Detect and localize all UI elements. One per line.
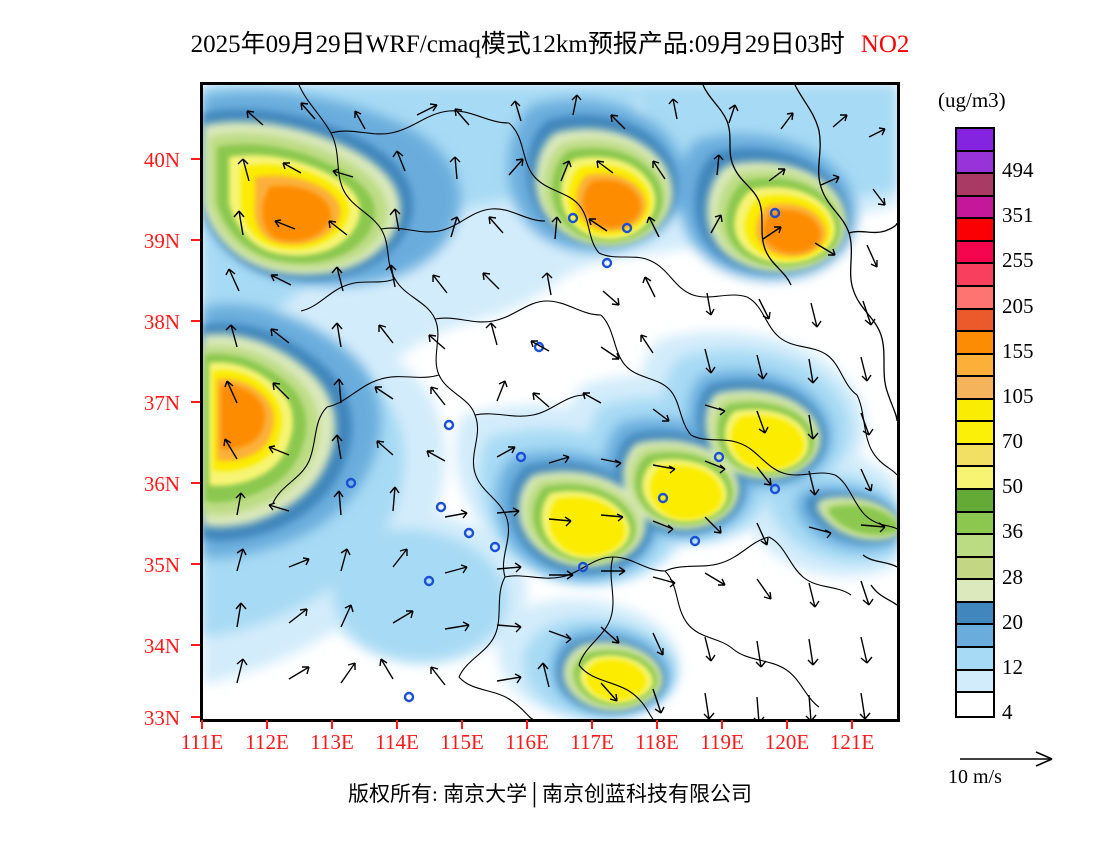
lon-tick [266, 720, 268, 729]
lon-tick [656, 720, 658, 729]
lon-label-121e: 121E [829, 730, 875, 754]
colorbar-tick-label: 155 [1002, 338, 1034, 363]
lon-tick [396, 720, 398, 729]
colorbar-tick-label: 70 [1002, 429, 1023, 454]
map-plot-area[interactable] [200, 82, 900, 722]
lon-tick [851, 720, 853, 729]
colorbar [955, 127, 995, 718]
coastline [702, 85, 897, 606]
lat-tick [191, 563, 200, 565]
colorbar-band [957, 647, 993, 671]
lon-label-111e: 111E [180, 730, 224, 754]
lon-tick [461, 720, 463, 729]
lat-tick [191, 239, 200, 241]
city-markers [345, 207, 781, 703]
colorbar-tick-label: 351 [1002, 203, 1034, 228]
title-species: NO2 [860, 31, 910, 58]
colorbar-band [957, 196, 993, 220]
colorbar-band [957, 670, 993, 694]
lon-label-112e: 112E [245, 730, 289, 754]
colorbar-band [957, 264, 993, 287]
lat-label-33n: 33N [143, 706, 180, 730]
wind-scale-label: 10 m/s [948, 766, 1002, 788]
colorbar-band [957, 557, 993, 581]
lon-tick [201, 720, 203, 729]
colorbar-band [957, 332, 993, 355]
title-main: 2025年09月29日WRF/cmaq模式12km预报产品:09月29日03时 [190, 31, 845, 58]
no2-contour-field [203, 85, 897, 719]
copyright-footer: 版权所有: 南京大学│南京创蓝科技有限公司 [348, 782, 752, 806]
colorbar-band [957, 512, 993, 536]
colorbar-band [957, 444, 993, 468]
colorbar-labels: 494 351 255 205 155 105 70 50 36 28 20 12 4 [1002, 127, 1092, 723]
lon-label-116e: 116E [505, 730, 549, 754]
colorbar-tick-label: 28 [1002, 564, 1023, 589]
colorbar-unit-label: (ug/m3) [938, 88, 1006, 112]
colorbar-band [957, 241, 993, 265]
colorbar-tick-label: 12 [1002, 654, 1023, 679]
colorbar-band [957, 422, 993, 445]
lat-label-35n: 35N [143, 553, 180, 577]
colorbar-band [957, 377, 993, 400]
lon-tick [331, 720, 333, 729]
colorbar-tick-label: 105 [1002, 383, 1034, 408]
colorbar-band [957, 286, 993, 310]
colorbar-band [957, 309, 993, 333]
lat-tick [191, 320, 200, 322]
lon-tick [786, 720, 788, 729]
colorbar-tick-label: 205 [1002, 293, 1034, 318]
colorbar-band [957, 174, 993, 197]
lat-label-37n: 37N [143, 391, 180, 415]
lat-tick [191, 644, 200, 646]
colorbar-band [957, 219, 993, 242]
lat-label-34n: 34N [143, 634, 180, 658]
colorbar-band [957, 151, 993, 175]
lat-tick [191, 482, 200, 484]
wind-vector-field [223, 94, 886, 719]
colorbar-tick-label: 4 [1002, 700, 1013, 724]
colorbar-band [957, 535, 993, 558]
colorbar-band [957, 625, 993, 648]
colorbar-band [957, 602, 993, 626]
colorbar-band [957, 129, 993, 152]
lon-label-117e: 117E [570, 730, 614, 754]
lat-label-40n: 40N [143, 148, 180, 172]
lon-label-118e: 118E [635, 730, 679, 754]
colorbar-band [957, 399, 993, 423]
lon-tick [591, 720, 593, 729]
lon-label-119e: 119E [700, 730, 744, 754]
lon-tick [721, 720, 723, 729]
colorbar-band [957, 467, 993, 490]
lon-tick [526, 720, 528, 729]
colorbar-band [957, 580, 993, 603]
colorbar-band [957, 693, 993, 716]
colorbar-band [957, 490, 993, 513]
lon-label-113e: 113E [310, 730, 354, 754]
lon-label-114e: 114E [375, 730, 419, 754]
lat-label-38n: 38N [143, 310, 180, 334]
page-title: 2025年09月29日WRF/cmaq模式12km预报产品:09月29日03时 N… [0, 24, 1100, 60]
map-canvas [203, 85, 897, 719]
colorbar-tick-label: 36 [1002, 519, 1023, 544]
lon-label-115e: 115E [440, 730, 484, 754]
wind-arrow-icon [960, 751, 1053, 767]
colorbar-tick-label: 255 [1002, 248, 1034, 273]
lon-label-120e: 120E [764, 730, 810, 754]
lat-tick [191, 716, 200, 718]
lat-tick [191, 158, 200, 160]
deep-orange-core [221, 180, 821, 449]
lat-label-36n: 36N [143, 472, 180, 496]
colorbar-tick-label: 20 [1002, 609, 1023, 634]
lat-tick [191, 401, 200, 403]
colorbar-tick-label: 50 [1002, 474, 1023, 499]
lat-label-39n: 39N [143, 229, 180, 253]
colorbar-band [957, 354, 993, 378]
colorbar-tick-label: 494 [1002, 158, 1034, 183]
